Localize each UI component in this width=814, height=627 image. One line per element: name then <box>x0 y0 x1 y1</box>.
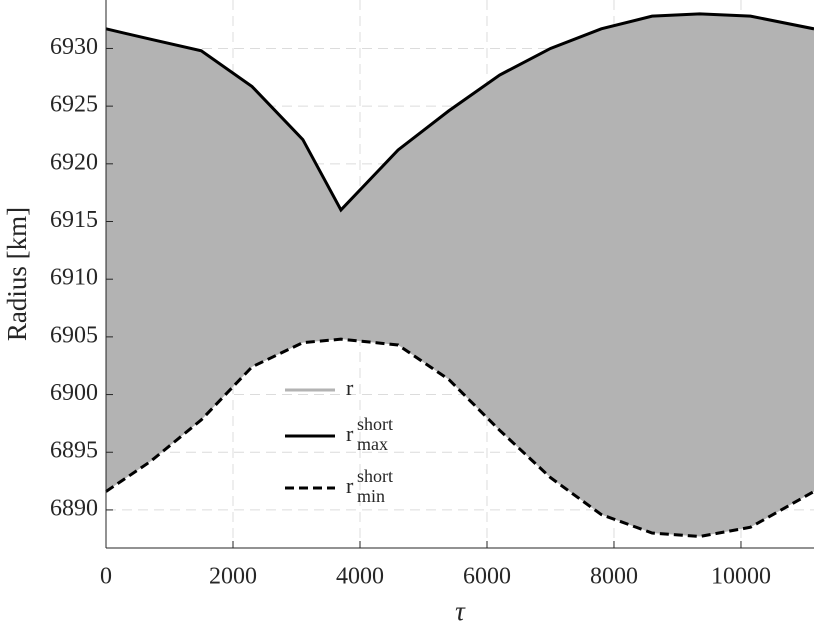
x-tick-label: 0 <box>100 564 112 590</box>
legend-label: r <box>346 375 354 400</box>
y-tick-label: 6905 <box>50 322 98 348</box>
legend-superscript: short <box>357 466 393 486</box>
y-tick-label: 6900 <box>50 380 98 406</box>
legend-superscript: short <box>357 414 393 434</box>
x-tick-label: 6000 <box>463 564 511 590</box>
legend-subscript: min <box>357 486 385 506</box>
y-tick-label: 6930 <box>50 34 98 60</box>
band-fill <box>106 13 814 537</box>
legend-label: r <box>346 473 354 498</box>
x-tick-label: 4000 <box>336 564 384 590</box>
x-tick-label: 10000 <box>711 564 771 590</box>
x-tick-label: 2000 <box>209 564 257 590</box>
y-tick-label: 6920 <box>50 149 98 175</box>
y-axis-label: Radius [km] <box>2 207 32 341</box>
y-tick-label: 6890 <box>50 495 98 521</box>
y-tick-label: 6895 <box>50 438 98 464</box>
x-axis-label: τ <box>455 596 466 626</box>
y-tick-label: 6925 <box>50 92 98 118</box>
x-tick-label: 8000 <box>590 564 638 590</box>
y-tick-label: 6915 <box>50 207 98 233</box>
legend-subscript: max <box>357 434 388 454</box>
legend-label: r <box>346 421 354 446</box>
series-line <box>105 12 814 213</box>
y-tick-label: 6910 <box>50 265 98 291</box>
series-line <box>105 337 814 538</box>
